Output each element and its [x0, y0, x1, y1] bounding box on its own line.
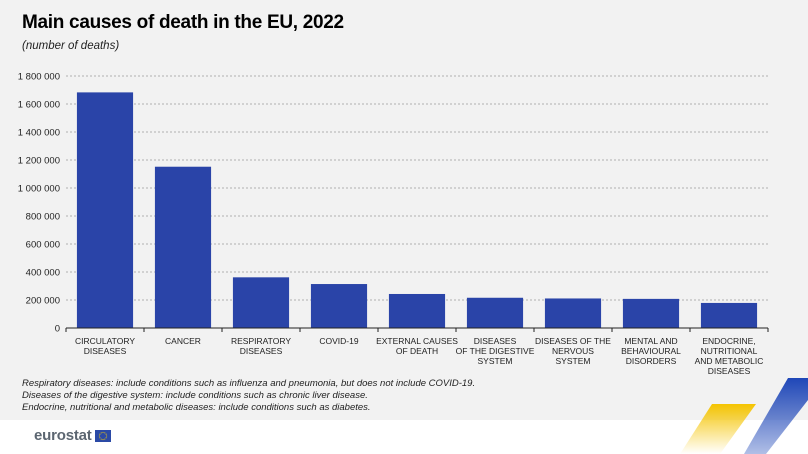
- bar: [154, 166, 212, 328]
- x-category-line: EXTERNAL CAUSES: [376, 336, 458, 346]
- footnote-respiratory: Respiratory diseases: include conditions…: [22, 378, 476, 389]
- y-tick-label: 0: [55, 324, 60, 335]
- bars: [76, 92, 758, 328]
- x-category-line: DISEASES: [708, 366, 751, 376]
- x-category-label: DISEASES OF THE DIGESTIVE SYSTEM: [456, 336, 535, 366]
- y-tick-label: 1 400 000: [18, 128, 60, 139]
- x-category-label: ENDOCRINE, NUTRITIONAL AND METABOLIC DISEAS…: [695, 336, 764, 376]
- chart-subtitle: (number of deaths): [22, 40, 120, 52]
- y-tick-label: 200 000: [26, 296, 60, 307]
- bar: [388, 293, 446, 328]
- x-category-line: SYSTEM: [556, 356, 591, 366]
- x-category-line: RESPIRATORY: [231, 336, 291, 346]
- x-category-line: ENDOCRINE,: [702, 336, 755, 346]
- x-category-line: AND METABOLIC: [695, 356, 764, 366]
- bar: [310, 284, 368, 328]
- bar: [544, 298, 602, 328]
- x-category-line: CANCER: [165, 336, 201, 346]
- y-tick-label: 1 800 000: [18, 72, 60, 83]
- x-axis: [65, 327, 769, 332]
- footer-band: [0, 420, 808, 454]
- x-category-line: NERVOUS: [552, 346, 594, 356]
- bar: [232, 277, 290, 328]
- bar: [622, 298, 680, 328]
- y-tick-label: 400 000: [26, 268, 60, 279]
- y-tick-label: 600 000: [26, 240, 60, 251]
- x-category-line: MENTAL AND: [624, 336, 677, 346]
- x-category-line: DISEASES OF THE: [535, 336, 611, 346]
- bar-chart: 0 200 000 400 000 600 000 800 000 1 000 000 1 …: [18, 72, 769, 376]
- bar: [700, 302, 758, 328]
- bar: [466, 297, 524, 328]
- chart-title: Main causes of death in the EU, 2022: [22, 12, 344, 33]
- x-category-label: CIRCULATORY DISEASES: [75, 336, 135, 356]
- x-category-line: DISORDERS: [626, 356, 677, 366]
- eurostat-logo: eurostat: [34, 427, 111, 444]
- y-axis: 0 200 000 400 000 600 000 800 000 1 000 000 1 …: [18, 72, 60, 335]
- x-category-line: DISEASES: [474, 336, 517, 346]
- x-category-label: EXTERNAL CAUSES OF DEATH: [376, 336, 458, 356]
- y-tick-label: 1 200 000: [18, 156, 60, 167]
- x-category-line: CIRCULATORY: [75, 336, 135, 346]
- x-category-line: SYSTEM: [478, 356, 513, 366]
- y-tick-label: 1 600 000: [18, 100, 60, 111]
- x-category-line: BEHAVIOURAL: [621, 346, 681, 356]
- x-category-line: DISEASES: [84, 346, 127, 356]
- eu-flag-icon: [94, 429, 111, 442]
- y-tick-label: 1 000 000: [18, 184, 60, 195]
- x-category-label: CANCER: [165, 336, 201, 346]
- x-category-line: OF DEATH: [396, 346, 438, 356]
- decorative-stripes-icon: [680, 378, 808, 454]
- bar: [76, 92, 134, 328]
- x-category-label: DISEASES OF THE NERVOUS SYSTEM: [535, 336, 611, 366]
- x-category-line: DISEASES: [240, 346, 283, 356]
- x-category-label: COVID-19: [319, 336, 358, 346]
- x-category-line: COVID-19: [319, 336, 358, 346]
- x-category-line: OF THE DIGESTIVE: [456, 346, 535, 356]
- footnote-endocrine: Endocrine, nutritional and metabolic dis…: [22, 402, 371, 413]
- x-category-line: NUTRITIONAL: [701, 346, 758, 356]
- logo-text: eurostat: [34, 427, 92, 444]
- footnotes: Respiratory diseases: include conditions…: [22, 378, 475, 414]
- x-category-label: MENTAL AND BEHAVIOURAL DISORDERS: [621, 336, 681, 366]
- footnote-digestive: Diseases of the digestive system: includ…: [22, 390, 368, 401]
- y-tick-label: 800 000: [26, 212, 60, 223]
- x-category-label: RESPIRATORY DISEASES: [231, 336, 291, 356]
